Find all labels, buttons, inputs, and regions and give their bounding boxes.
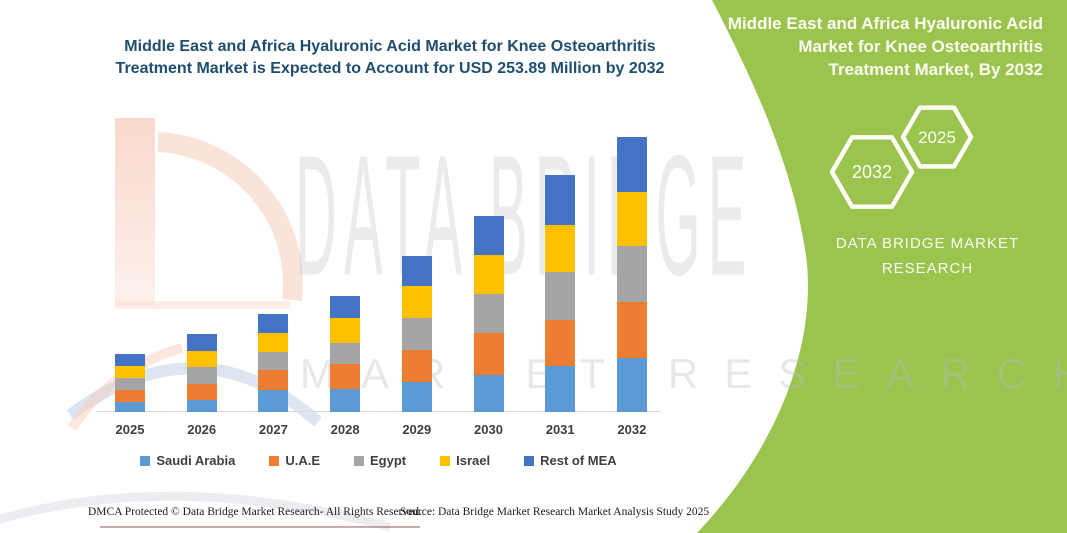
bar-segment-2026-U-A-E: [186, 384, 217, 400]
x-axis-label-2026: 2026: [187, 422, 217, 437]
bar-segment-2028-U-A-E: [330, 364, 361, 389]
x-axis-label-2028: 2028: [330, 422, 360, 437]
bar-segment-2030-Israel: [473, 254, 504, 294]
bar-segment-2030-Egypt: [473, 293, 504, 334]
hexagon-2032: [829, 135, 915, 209]
bar-segment-2032-Saudi-Arabia: [616, 357, 647, 412]
bar-segment-2031-U-A-E: [545, 320, 576, 367]
bar-segment-2029-U-A-E: [401, 350, 432, 382]
logo-arc: [157, 132, 303, 302]
bar-segment-2027-Rest-of-MEA: [258, 313, 289, 334]
x-axis-line: [96, 411, 661, 412]
legend-swatch-Israel: [440, 455, 451, 466]
bar-segment-2027-Israel: [258, 333, 289, 352]
bar-segment-2025-Rest-of-MEA: [115, 354, 145, 367]
bar-segment-2029-Rest-of-MEA: [401, 255, 432, 286]
legend-item-U-A-E: U.A.E: [269, 453, 320, 468]
bar-segment-2026-Israel: [186, 351, 217, 368]
x-axis-label-2029: 2029: [402, 422, 432, 437]
bar-segment-2026-Rest-of-MEA: [186, 334, 217, 352]
bar-segment-2031-Egypt: [545, 271, 576, 321]
bar-segment-2027-Saudi-Arabia: [258, 390, 289, 412]
bar-segment-2025-Israel: [115, 366, 145, 378]
bar-segment-2032-Egypt: [616, 246, 647, 302]
hexagon-2032-label: 2032: [852, 162, 892, 182]
bar-segment-2026-Saudi-Arabia: [186, 399, 217, 412]
bar-segment-2028-Rest-of-MEA: [330, 296, 361, 318]
bar-segment-2028-Saudi-Arabia: [330, 388, 361, 412]
bar-segment-2030-Rest-of-MEA: [473, 216, 504, 255]
footer-source: Source: Data Bridge Market Research Mark…: [400, 506, 710, 518]
bar-segment-2032-Rest-of-MEA: [616, 137, 647, 193]
legend-label-Saudi-Arabia: Saudi Arabia: [156, 453, 236, 468]
legend-label-Rest-of-MEA: Rest of MEA: [540, 453, 617, 468]
hexagon-2025: [900, 105, 974, 169]
legend-item-Israel: Israel: [440, 453, 490, 468]
x-axis-label-2032: 2032: [617, 422, 647, 437]
footer-dmca: DMCA Protected © Data Bridge Market Rese…: [88, 506, 422, 518]
bar-segment-2032-Israel: [616, 192, 647, 247]
bar-segment-2026-Egypt: [186, 367, 217, 385]
legend-label-U-A-E: U.A.E: [285, 453, 320, 468]
x-axis-label-2031: 2031: [545, 422, 575, 437]
legend-item-Rest-of-MEA: Rest of MEA: [524, 453, 617, 468]
legend-swatch-U-A-E: [269, 455, 280, 466]
hexagon-badges: 2032 2025: [829, 105, 974, 209]
footer-underline: [100, 526, 420, 528]
bar-segment-2030-Saudi-Arabia: [473, 374, 504, 412]
hexagon-2025-label: 2025: [918, 128, 956, 147]
bar-segment-2028-Egypt: [330, 342, 361, 365]
legend-item-Saudi-Arabia: Saudi Arabia: [140, 453, 235, 468]
legend-swatch-Rest-of-MEA: [524, 455, 535, 466]
legend-item-Egypt: Egypt: [353, 453, 407, 468]
bar-segment-2025-Saudi-Arabia: [115, 402, 145, 412]
bar-segment-2031-Saudi-Arabia: [545, 366, 576, 412]
bar-segment-2025-Egypt: [115, 377, 145, 390]
green-curve: [697, 0, 1067, 533]
x-axis-label-2030: 2030: [474, 422, 503, 437]
bar-segment-2030-U-A-E: [473, 333, 504, 375]
plot-area: 2025 2026 2027 2028 2029 2030 2031 2032: [96, 127, 661, 437]
bar-segment-2031-Israel: [545, 224, 576, 272]
side-panel-title: Middle East and Africa Hyaluronic Acid M…: [727, 14, 1043, 79]
logo-bar: [115, 118, 155, 306]
bar-segment-2029-Saudi-Arabia: [401, 382, 432, 412]
bar-segment-2028-Israel: [330, 317, 361, 343]
brand-name: DATA BRIDGE MARKET RESEARCH: [835, 235, 1020, 277]
legend: Saudi Arabia U.A.E Egypt Israel Rest of MEA: [96, 453, 661, 468]
legend-label-Israel: Israel: [456, 453, 491, 468]
bar-segment-2029-Israel: [401, 285, 432, 318]
legend-swatch-Saudi-Arabia: [140, 455, 151, 466]
logo-bottom-wave: [0, 491, 392, 532]
bar-segment-2029-Egypt: [401, 317, 432, 351]
legend-label-Egypt: Egypt: [369, 453, 407, 468]
chart-title: Middle East and Africa Hyaluronic Acid M…: [115, 38, 665, 77]
bar-segment-2027-U-A-E: [258, 370, 289, 391]
bar-segment-2027-Egypt: [258, 352, 289, 371]
watermark-text-line1: DATA BRIDGE: [295, 120, 754, 313]
legend-swatch-Egypt: [353, 455, 364, 466]
logo-bowl-bottom: [115, 301, 290, 309]
x-axis-label-2027: 2027: [258, 422, 288, 437]
x-axis-label-2025: 2025: [115, 422, 145, 437]
bar-segment-2032-U-A-E: [616, 301, 647, 358]
bar-segment-2031-Rest-of-MEA: [545, 175, 576, 225]
bar-segment-2025-U-A-E: [115, 389, 145, 403]
